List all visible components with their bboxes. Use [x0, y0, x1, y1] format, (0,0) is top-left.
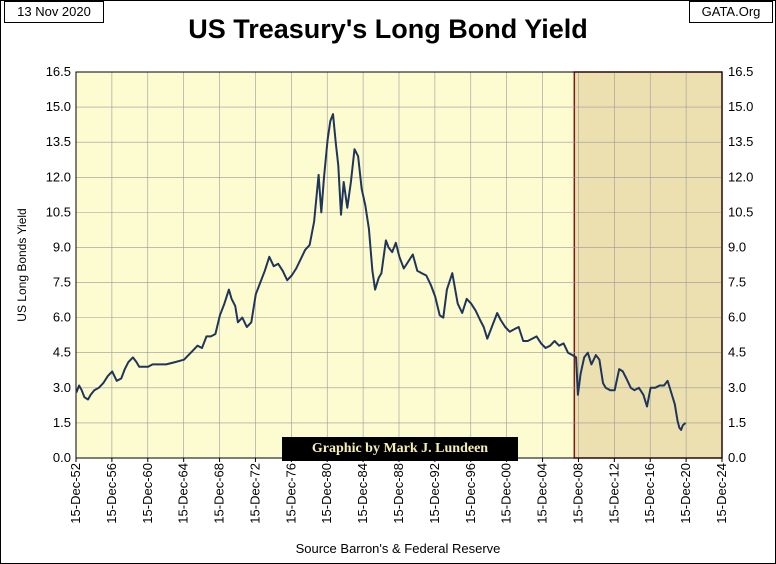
shaded-region — [573, 71, 723, 459]
y-tick-label-left: 3.0 — [53, 380, 71, 395]
x-tick-label: 15-Dec-88 — [391, 463, 406, 524]
x-axis-caption: Source Barron's & Federal Reserve — [295, 541, 501, 556]
x-tick-label: 15-Dec-56 — [104, 463, 119, 524]
y-tick-label-right: 0.0 — [728, 450, 746, 465]
x-tick-label: 15-Dec-08 — [570, 463, 585, 524]
y-tick-label-right: 6.0 — [728, 310, 746, 325]
y-tick-label-left: 9.0 — [53, 239, 71, 254]
x-tick-label: 15-Dec-76 — [283, 463, 298, 524]
date-label: 13 Nov 2020 — [4, 1, 104, 23]
y-ticks-left: 0.0 1.5 3.0 4.5 6.0 7.5 9.0 10.5 12.0 13.5 15.0 16.… — [46, 64, 71, 465]
y-tick-label-right: 9.0 — [728, 239, 746, 254]
x-tick-label: 15-Dec-72 — [247, 463, 262, 524]
y-tick-label-left: 7.5 — [53, 275, 71, 290]
x-tick-label: 15-Dec-52 — [68, 463, 83, 524]
y-tick-label-left: 15.0 — [46, 99, 71, 114]
x-tick-label: 15-Dec-96 — [463, 463, 478, 524]
y-ticks-right: 0.0 1.5 3.0 4.5 6.0 7.5 9.0 10.5 12.0 13.5 15.0 16.… — [728, 64, 753, 465]
y-tick-label-right: 12.0 — [728, 169, 753, 184]
y-tick-label-left: 10.5 — [46, 204, 71, 219]
x-tick-label: 15-Dec-00 — [499, 463, 514, 524]
y-tick-label-right: 4.5 — [728, 345, 746, 360]
y-tick-label-right: 16.5 — [728, 64, 753, 79]
credit-label: Graphic by Mark J. Lundeen — [282, 437, 518, 461]
x-tick-label: 15-Dec-04 — [535, 463, 550, 524]
y-tick-label-right: 3.0 — [728, 380, 746, 395]
y-tick-label-left: 1.5 — [53, 415, 71, 430]
x-tick-label: 15-Dec-80 — [319, 463, 334, 524]
x-tick-label: 15-Dec-20 — [678, 463, 693, 524]
y-tick-label-right: 10.5 — [728, 204, 753, 219]
x-tick-label: 15-Dec-12 — [606, 463, 621, 524]
y-tick-label-left: 13.5 — [46, 134, 71, 149]
y-tick-label-left: 0.0 — [53, 450, 71, 465]
x-tick-label: 15-Dec-24 — [714, 463, 729, 524]
x-tick-label: 15-Dec-16 — [642, 463, 657, 524]
yield-series-line — [75, 113, 687, 431]
x-tick-label: 15-Dec-68 — [212, 463, 227, 524]
y-tick-label-right: 13.5 — [728, 134, 753, 149]
x-tick-label: 15-Dec-64 — [176, 463, 191, 524]
y-tick-label-left: 4.5 — [53, 345, 71, 360]
y-tick-label-right: 15.0 — [728, 99, 753, 114]
y-tick-label-right: 1.5 — [728, 415, 746, 430]
x-tick-label: 15-Dec-92 — [427, 463, 442, 524]
x-tick-label: 15-Dec-84 — [355, 463, 370, 524]
chart-title: US Treasury's Long Bond Yield — [188, 14, 588, 44]
y-tick-label-left: 6.0 — [53, 310, 71, 325]
x-ticks: 15-Dec-52 15-Dec-56 15-Dec-60 15-Dec-64 15-D… — [68, 458, 729, 524]
y-tick-label-left: 12.0 — [46, 169, 71, 184]
source-site-label: GATA.Org — [689, 1, 773, 23]
y-tick-label-right: 7.5 — [728, 275, 746, 290]
y-tick-label-left: 16.5 — [46, 64, 71, 79]
x-tick-label: 15-Dec-60 — [140, 463, 155, 524]
